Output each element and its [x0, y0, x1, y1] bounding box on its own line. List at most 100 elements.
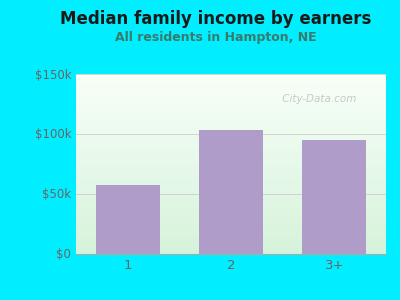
- Text: City-Data.com: City-Data.com: [279, 94, 356, 104]
- Bar: [76, 202, 386, 203]
- Bar: [76, 200, 386, 201]
- Bar: [76, 118, 386, 119]
- Bar: [76, 238, 386, 239]
- Bar: [76, 84, 386, 85]
- Bar: [76, 143, 386, 144]
- Bar: [76, 95, 386, 96]
- Bar: [76, 232, 386, 233]
- Bar: [76, 240, 386, 241]
- Bar: [76, 210, 386, 211]
- Bar: [76, 158, 386, 159]
- Bar: [76, 118, 386, 119]
- Bar: [76, 139, 386, 140]
- Bar: [76, 144, 386, 145]
- Bar: [76, 150, 386, 151]
- Bar: [76, 199, 386, 200]
- Bar: [76, 248, 386, 249]
- Bar: [76, 250, 386, 251]
- Bar: [76, 239, 386, 240]
- Bar: [76, 132, 386, 133]
- Bar: [76, 225, 386, 226]
- Bar: [76, 193, 386, 194]
- Bar: [76, 124, 386, 125]
- Bar: [76, 198, 386, 199]
- Bar: [76, 128, 386, 129]
- Bar: [76, 79, 386, 80]
- Bar: [76, 101, 386, 102]
- Bar: [76, 127, 386, 128]
- Bar: [76, 172, 386, 173]
- Bar: [76, 94, 386, 95]
- Bar: [76, 165, 386, 166]
- Bar: [76, 245, 386, 246]
- Bar: [76, 147, 386, 148]
- Bar: [76, 148, 386, 149]
- Bar: [76, 211, 386, 212]
- Bar: [76, 169, 386, 170]
- Bar: [76, 138, 386, 139]
- Bar: [76, 223, 386, 224]
- Bar: [76, 109, 386, 110]
- Bar: [76, 136, 386, 137]
- Bar: [76, 123, 386, 124]
- Bar: [76, 241, 386, 242]
- Bar: [76, 233, 386, 234]
- Bar: [76, 149, 386, 150]
- Bar: [76, 242, 386, 243]
- Bar: [76, 129, 386, 130]
- Bar: [76, 83, 386, 84]
- Bar: [76, 179, 386, 180]
- Bar: [76, 107, 386, 108]
- Bar: [76, 77, 386, 78]
- Bar: [76, 220, 386, 221]
- Bar: [76, 228, 386, 229]
- Bar: [76, 226, 386, 227]
- Bar: [76, 207, 386, 208]
- Bar: [76, 231, 386, 232]
- Bar: [76, 105, 386, 106]
- Bar: [76, 164, 386, 165]
- Bar: [76, 88, 386, 89]
- Bar: [76, 140, 386, 141]
- Bar: [76, 126, 386, 127]
- Bar: [76, 189, 386, 190]
- Bar: [76, 187, 386, 188]
- Bar: [76, 115, 386, 116]
- Bar: [76, 224, 386, 225]
- Bar: [76, 155, 386, 156]
- Bar: [76, 230, 386, 231]
- Bar: [76, 135, 386, 136]
- Bar: [76, 221, 386, 222]
- Bar: [76, 157, 386, 158]
- Bar: [76, 196, 386, 197]
- Bar: [96, 185, 160, 254]
- Text: Median family income by earners: Median family income by earners: [60, 11, 372, 28]
- Bar: [76, 175, 386, 176]
- Bar: [76, 166, 386, 167]
- Bar: [76, 145, 386, 146]
- Bar: [76, 92, 386, 93]
- Bar: [76, 235, 386, 236]
- Bar: [76, 91, 386, 92]
- Bar: [76, 163, 386, 164]
- Bar: [76, 80, 386, 81]
- Bar: [76, 218, 386, 219]
- Bar: [76, 153, 386, 154]
- Bar: [76, 208, 386, 209]
- Bar: [76, 122, 386, 123]
- Bar: [76, 82, 386, 83]
- Bar: [76, 75, 386, 76]
- Bar: [76, 186, 386, 187]
- Bar: [76, 204, 386, 205]
- Bar: [76, 162, 386, 163]
- Bar: [76, 188, 386, 189]
- Bar: [76, 90, 386, 91]
- Bar: [76, 209, 386, 210]
- Bar: [76, 180, 386, 181]
- Bar: [76, 182, 386, 183]
- Bar: [76, 117, 386, 118]
- Bar: [76, 100, 386, 101]
- Text: All residents in Hampton, NE: All residents in Hampton, NE: [115, 31, 317, 44]
- Bar: [76, 86, 386, 87]
- Bar: [76, 93, 386, 94]
